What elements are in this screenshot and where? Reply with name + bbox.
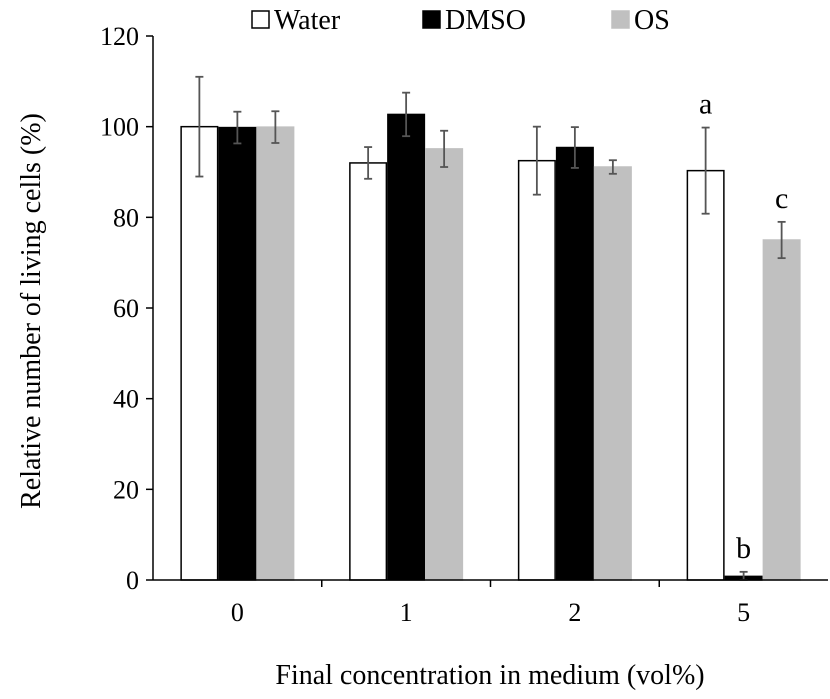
- bar-water-5: [686, 169, 725, 581]
- bar-os-0: [256, 126, 295, 581]
- y-tick-label: 60: [113, 294, 139, 323]
- y-axis-title: Relative number of living cells (%): [16, 113, 47, 509]
- bar-os-1: [425, 148, 464, 581]
- x-axis-title: Final concentration in medium (vol%): [275, 660, 704, 691]
- bar-dmso-0: [218, 126, 257, 581]
- y-tick-label: 100: [100, 113, 139, 142]
- y-tick-label: 40: [113, 385, 139, 414]
- y-axis-ticks: 0 20 40 60 80 100 120: [100, 22, 153, 595]
- error-bar-dmso-0: [233, 110, 242, 145]
- legend-label-water: Water: [274, 5, 341, 36]
- x-tick-label: 1: [400, 598, 413, 627]
- bar-water-1: [349, 162, 388, 581]
- bar-water-0: [180, 125, 219, 581]
- error-bar-os-1: [440, 129, 449, 168]
- bar-os-5: [762, 239, 801, 581]
- error-bar-os-2: [608, 159, 617, 175]
- bar-water-2: [517, 159, 556, 581]
- bar-os-2: [593, 166, 632, 581]
- error-bar-os-5: [777, 220, 786, 260]
- error-bar-water-0: [195, 75, 204, 178]
- error-bars: [195, 75, 786, 581]
- y-tick-label: 80: [113, 203, 139, 232]
- error-bar-os-0: [271, 110, 280, 144]
- legend-swatch-os: [611, 10, 630, 29]
- legend-item-dmso: DMSO: [422, 5, 526, 36]
- legend-item-os: OS: [611, 5, 670, 36]
- annotation-a: a: [699, 88, 712, 121]
- x-tick-label: 0: [231, 598, 244, 627]
- legend-swatch-water: [251, 10, 270, 29]
- error-bar-water-1: [364, 146, 373, 180]
- annotation-c: c: [775, 182, 788, 215]
- error-bar-water-5: [701, 126, 710, 215]
- x-axis-ticks: 0 1 2 5: [231, 580, 750, 627]
- legend: Water DMSO OS: [251, 5, 670, 36]
- y-tick-label: 20: [113, 475, 139, 504]
- bars: [180, 113, 801, 581]
- legend-item-water: Water: [251, 5, 341, 36]
- bar-dmso-1: [387, 113, 426, 581]
- error-bar-water-2: [532, 125, 541, 196]
- error-bar-dmso-2: [570, 126, 579, 169]
- error-bar-dmso-1: [402, 91, 411, 138]
- annotation-b: b: [736, 532, 751, 565]
- y-tick-label: 120: [100, 22, 139, 51]
- y-tick-label: 0: [126, 566, 139, 595]
- legend-label-os: OS: [634, 5, 670, 36]
- x-tick-label: 5: [737, 598, 750, 627]
- legend-swatch-dmso: [422, 10, 441, 29]
- bar-dmso-2: [555, 146, 594, 581]
- annotations: a b c: [699, 88, 788, 565]
- x-tick-label: 2: [568, 598, 581, 627]
- legend-label-dmso: DMSO: [445, 5, 526, 36]
